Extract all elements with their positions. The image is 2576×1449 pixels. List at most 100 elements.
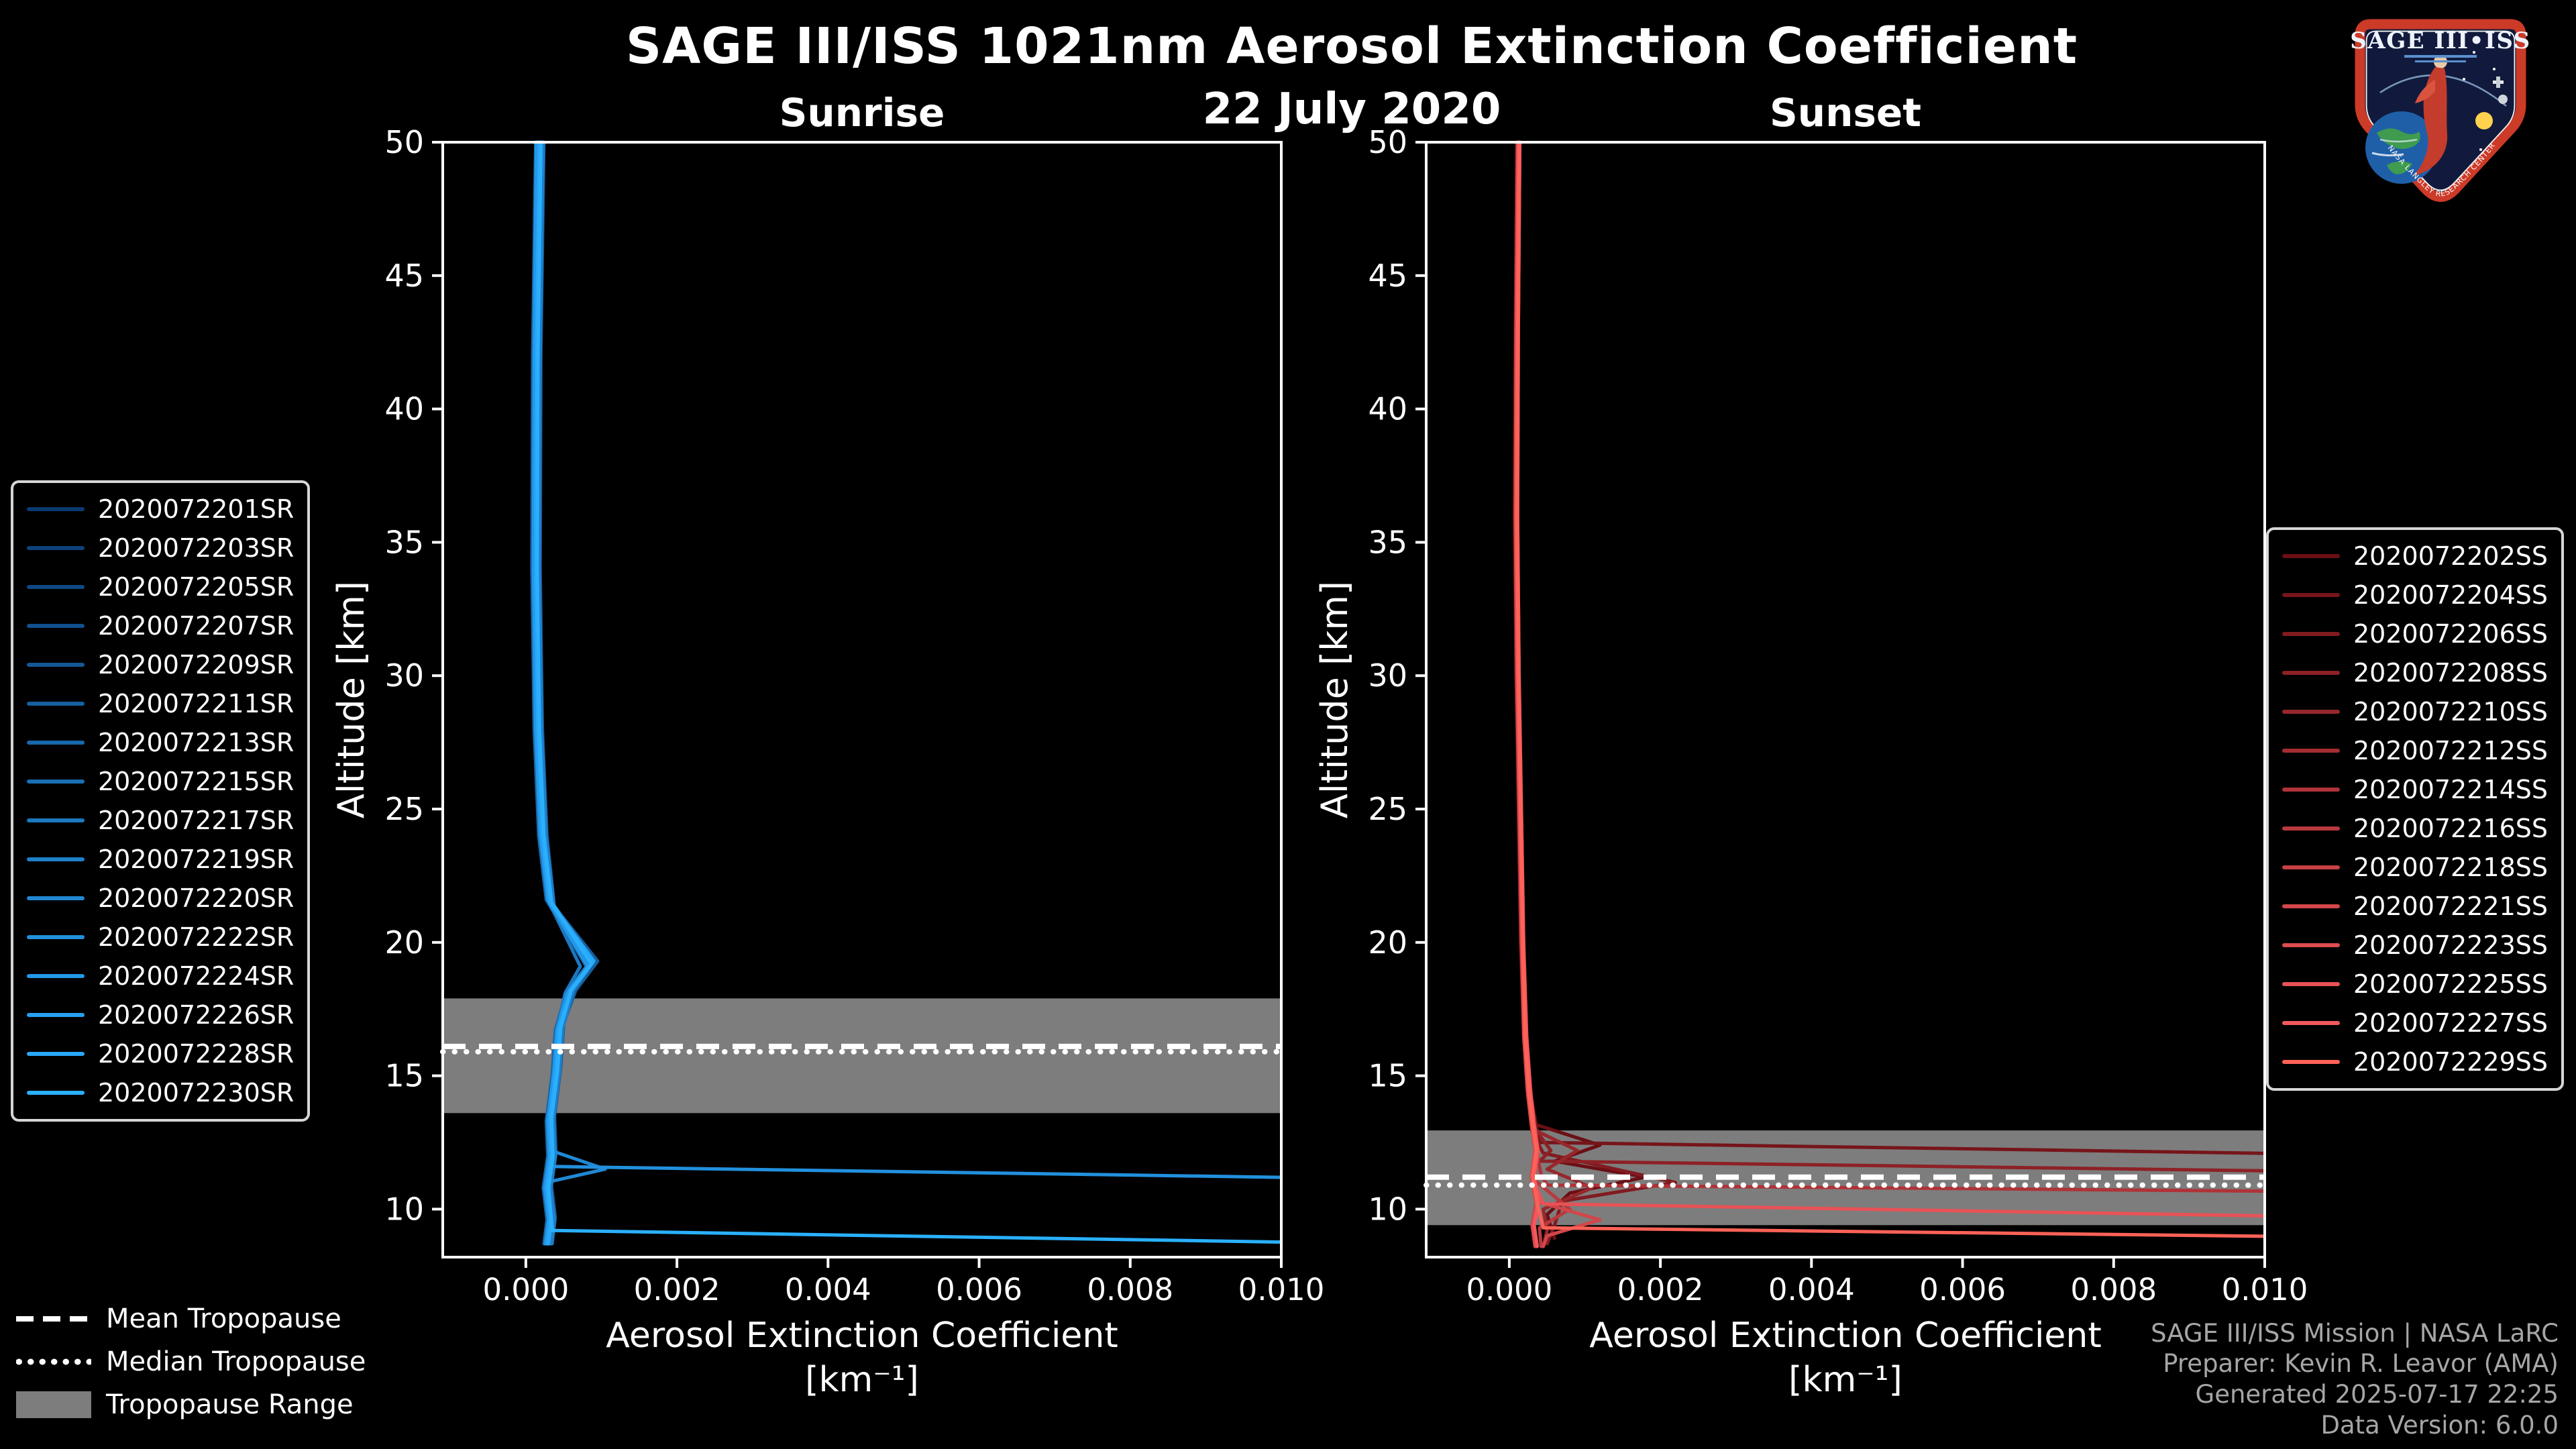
x-tick-label: 0.006 xyxy=(936,1272,1022,1307)
legend-item: 2020072218SS xyxy=(2282,848,2548,887)
x-tick-label: 0.002 xyxy=(1617,1272,1704,1307)
series-label: 2020072203SR xyxy=(98,533,294,563)
series-color-swatch xyxy=(2282,982,2340,986)
y-tick-label: 35 xyxy=(1368,524,1407,560)
series-label: 2020072207SR xyxy=(98,611,294,641)
series-color-swatch xyxy=(27,507,85,511)
series-color-swatch xyxy=(2282,865,2340,869)
mean-tropopause-legend-row: Mean Tropopause xyxy=(16,1303,366,1335)
legend-item: 2020072209SR xyxy=(27,645,294,684)
credit-generated: Generated 2025-07-17 22:25 xyxy=(2195,1380,2559,1409)
y-tick-label: 40 xyxy=(384,391,424,427)
y-tick-label: 25 xyxy=(1368,791,1407,827)
x-tick-label: 0.006 xyxy=(1919,1272,2006,1307)
series-label: 2020072201SR xyxy=(98,494,294,524)
series-color-swatch xyxy=(2282,826,2340,830)
moon-icon xyxy=(2498,95,2508,104)
series-label: 2020072208SS xyxy=(2353,658,2548,688)
y-tick-label: 30 xyxy=(384,657,424,694)
series-color-swatch xyxy=(27,857,85,861)
x-tick-label: 0.000 xyxy=(1466,1272,1552,1307)
plot-frame xyxy=(441,141,1283,1258)
series-label: 2020072226SR xyxy=(98,1000,294,1030)
x-tick-label: 0.008 xyxy=(1087,1272,1173,1307)
y-tick-label: 15 xyxy=(1368,1058,1407,1094)
profile-2020072206SS xyxy=(1513,140,1678,1246)
legend-item: 2020072222SR xyxy=(27,918,294,957)
y-tick-label: 45 xyxy=(1368,258,1407,294)
series-color-swatch xyxy=(27,1013,85,1017)
y-tick-label: 30 xyxy=(1368,657,1407,694)
y-tick-label: 20 xyxy=(384,924,424,961)
star-icon xyxy=(2493,68,2496,70)
series-label: 2020072214SS xyxy=(2353,775,2548,804)
y-tick-label: 25 xyxy=(384,791,424,827)
tropopause-legend: Mean Tropopause Median Tropopause Tropop… xyxy=(16,1303,366,1421)
series-color-swatch xyxy=(2282,788,2340,792)
profile-2020072224SR xyxy=(531,140,590,1246)
series-label: 2020072216SS xyxy=(2353,814,2548,843)
series-label: 2020072223SS xyxy=(2353,930,2548,960)
y-tick-label: 15 xyxy=(384,1058,424,1094)
legend-item: 2020072208SS xyxy=(2282,653,2548,692)
sage-iii-iss-logo: SAGE III•ISS NASA LANGLEY RESEARCH CENTE… xyxy=(2350,19,2530,202)
panel-sunrise: 0.000 0.002 0.004 0.006 0.008 0.010 50 45 40 35 30… xyxy=(330,124,1324,1400)
legend-item: 2020072203SR xyxy=(27,529,294,568)
x-tick-label: 0.010 xyxy=(2222,1272,2308,1307)
profile-2020072216SS xyxy=(1515,140,1572,1248)
figure-title: SAGE III/ISS 1021nm Aerosol Extinction C… xyxy=(625,17,2078,75)
series-label: 2020072218SS xyxy=(2353,853,2548,882)
series-color-swatch xyxy=(27,741,85,745)
profile-2020072230SR xyxy=(535,140,1281,1244)
allegorical-figure xyxy=(2414,55,2448,176)
star-icon xyxy=(2463,78,2465,80)
series-color-swatch xyxy=(2282,632,2340,636)
iss-icon xyxy=(2493,76,2504,88)
credit-preparer: Preparer: Kevin R. Leavor (AMA) xyxy=(2163,1349,2559,1379)
credits-block: SAGE III/ISS Mission | NASA LaRC Prepare… xyxy=(2151,1318,2559,1442)
legend-item: 2020072217SR xyxy=(27,801,294,840)
series-label: 2020072220SR xyxy=(98,883,294,913)
series-color-swatch xyxy=(27,585,85,589)
legend-item: 2020072210SS xyxy=(2282,692,2548,731)
sunrise-panel-title: Sunrise xyxy=(779,90,945,136)
series-label: 2020072204SS xyxy=(2353,580,2548,610)
series-color-swatch xyxy=(27,1091,85,1095)
series-color-swatch xyxy=(27,663,85,667)
series-color-swatch xyxy=(2282,749,2340,753)
y-tick-label: 50 xyxy=(384,124,424,160)
mean-tropopause-dashed-swatch xyxy=(16,1316,91,1322)
credit-mission: SAGE III/ISS Mission | NASA LaRC xyxy=(2151,1318,2559,1348)
legend-item: 2020072223SS xyxy=(2282,926,2548,965)
series-label: 2020072229SS xyxy=(2353,1047,2548,1077)
series-color-swatch xyxy=(27,1052,85,1056)
median-tropopause-label: Median Tropopause xyxy=(106,1346,366,1377)
median-tropopause-legend-row: Median Tropopause xyxy=(16,1346,366,1378)
x-tick-label: 0.002 xyxy=(634,1272,720,1307)
y-axis-label: Altitude [km] xyxy=(330,581,372,818)
legend-item: 2020072214SS xyxy=(2282,770,2548,809)
earth-icon xyxy=(2365,111,2438,184)
series-label: 2020072205SR xyxy=(98,572,294,602)
series-label: 2020072222SR xyxy=(98,922,294,952)
x-tick-label: 0.004 xyxy=(1768,1272,1855,1307)
series-color-swatch xyxy=(27,624,85,628)
series-label: 2020072227SS xyxy=(2353,1008,2548,1038)
y-tick-label: 40 xyxy=(1368,391,1407,427)
tropopause-range-band xyxy=(443,998,1281,1114)
series-color-swatch xyxy=(2282,943,2340,947)
series-color-swatch xyxy=(27,780,85,784)
median-tropopause-dotted-swatch xyxy=(16,1358,91,1365)
legend-item: 2020072215SR xyxy=(27,762,294,801)
series-color-swatch xyxy=(2282,554,2340,558)
legend-item: 2020072230SR xyxy=(27,1073,294,1112)
tropopause-range-swatch xyxy=(16,1391,91,1418)
legend-item: 2020072206SS xyxy=(2282,614,2548,653)
series-label: 2020072213SR xyxy=(98,728,294,757)
legend-item: 2020072228SR xyxy=(27,1034,294,1073)
series-label: 2020072202SS xyxy=(2353,541,2548,571)
x-axis-label: Aerosol Extinction Coefficient xyxy=(606,1316,1118,1356)
series-label: 2020072209SR xyxy=(98,650,294,680)
sun-icon xyxy=(2475,112,2493,129)
